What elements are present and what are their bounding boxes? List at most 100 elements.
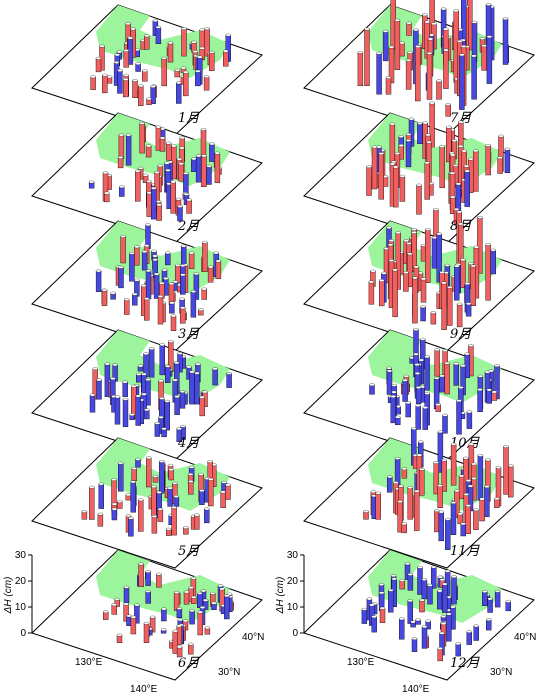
bar-positive (407, 487, 413, 520)
bar-cap (457, 39, 463, 43)
bar-negative (421, 626, 428, 649)
bar-cap (420, 337, 426, 341)
bar-positive (178, 163, 185, 182)
bar-cap (110, 291, 116, 295)
bar-cap (445, 517, 451, 521)
bar-negative (387, 476, 393, 493)
bar-cap (414, 372, 421, 375)
bar-negative (454, 265, 460, 301)
bar-cap (437, 647, 443, 650)
bar-negative (123, 587, 130, 604)
bar-cap (172, 629, 178, 633)
bar-negative (122, 399, 129, 427)
bar-cap (412, 276, 418, 280)
bar-cap (178, 162, 184, 166)
bar-positive (144, 35, 150, 50)
z-tick-label: 10 (15, 602, 27, 613)
bar-cap (450, 605, 456, 609)
bar-positive (201, 155, 207, 188)
bar-positive (426, 53, 433, 100)
bar-cap (405, 139, 412, 142)
bar-negative (494, 591, 501, 608)
bar-cap (145, 378, 151, 381)
bar-cap (407, 252, 413, 256)
bar-cap (414, 363, 420, 366)
bar-cap (171, 506, 177, 509)
bar-negative (89, 394, 96, 413)
bar-positive (416, 184, 422, 215)
bar-cap (92, 367, 98, 370)
bar-cap (403, 374, 410, 378)
bar-cap (415, 404, 421, 407)
bar-positive (194, 514, 200, 530)
bar-cap (406, 21, 412, 25)
bar-cap (188, 642, 194, 646)
bar-cap (189, 609, 195, 613)
bar-negative (464, 170, 470, 207)
bar-cap (405, 133, 412, 136)
bar-cap (477, 388, 483, 391)
bar-positive (385, 77, 392, 95)
bar-cap (441, 458, 447, 462)
bar-positive (437, 648, 443, 662)
bar-cap (405, 58, 412, 62)
bar-cap (81, 510, 88, 513)
bar-positive (197, 611, 204, 636)
bar-positive (481, 45, 487, 71)
bar-cap (152, 258, 158, 262)
bar-cap (378, 591, 385, 595)
bar-cap (444, 361, 450, 365)
bar-positive (123, 299, 130, 315)
bar-negative (98, 483, 105, 509)
bar-cap (179, 390, 186, 393)
bar-negative (450, 502, 457, 536)
month-panel: 11月 (303, 427, 535, 569)
bar-cap (141, 372, 147, 376)
bar-cap (193, 272, 200, 276)
bar-cap (102, 73, 108, 77)
bar-cap (199, 28, 205, 32)
bar-negative (402, 380, 408, 402)
bar-cap (473, 245, 480, 249)
bar-cap (151, 515, 158, 518)
bar-cap (204, 626, 211, 630)
bar-positive (143, 298, 150, 321)
bar-cap (190, 290, 197, 293)
bar-cap (188, 251, 195, 255)
bar-cap (199, 395, 205, 399)
bar-cap (479, 37, 486, 40)
bar-negative (114, 396, 121, 425)
bar-positive (430, 312, 437, 325)
bar-cap (444, 569, 451, 573)
bar-cap (180, 306, 186, 310)
bar-negative (456, 400, 462, 435)
bar-cap (485, 458, 491, 462)
bar-cap (407, 573, 414, 576)
bar-positive (497, 157, 503, 174)
bar-cap (99, 44, 105, 48)
bar-positive (209, 52, 215, 71)
bar-negative (153, 273, 160, 299)
bar-cap (114, 395, 121, 399)
bar-cap (169, 301, 175, 305)
bar-cap (135, 457, 141, 461)
bar-cap (118, 461, 124, 465)
bar-positive (222, 50, 229, 67)
bar-negative (477, 455, 484, 501)
bar-negative (155, 27, 162, 45)
bar-cap (164, 399, 170, 403)
bar-cap (422, 13, 428, 17)
bar-cap (161, 607, 167, 611)
bar-cap (420, 277, 427, 281)
bar-positive (443, 49, 449, 89)
bar-positive (375, 492, 381, 520)
bar-cap (149, 615, 156, 619)
bar-cap (427, 37, 434, 41)
bar-positive (379, 280, 385, 307)
month-label: 2月 (177, 219, 200, 234)
bar-cap (422, 406, 428, 409)
bar-cap (404, 562, 411, 566)
bar-cap (117, 69, 123, 72)
bar-negative (453, 363, 459, 386)
bar-cap (504, 147, 511, 151)
